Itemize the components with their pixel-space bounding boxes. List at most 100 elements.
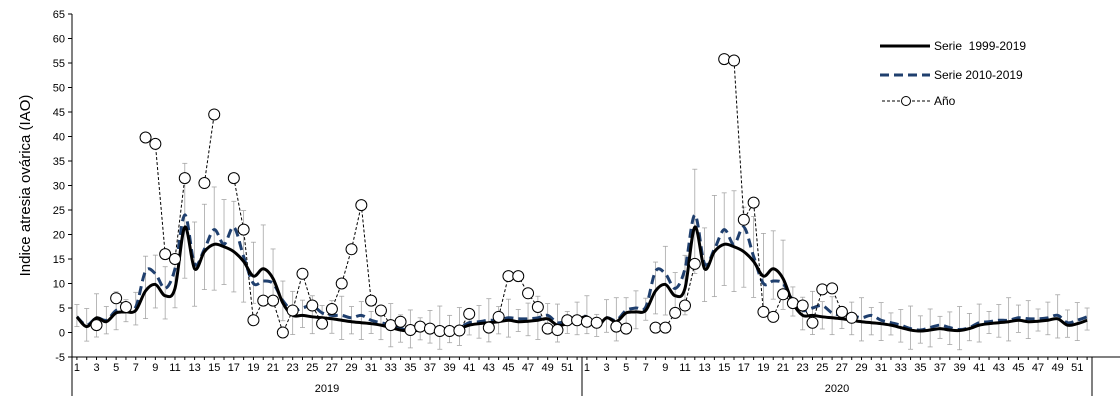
ano-point (522, 287, 535, 300)
ano-point (747, 196, 760, 209)
x-tick-label: 37 (424, 362, 436, 374)
x-tick-label: 1 (74, 362, 80, 374)
x-tick-label: 15 (208, 362, 220, 374)
x-tick-label: 23 (797, 362, 809, 374)
x-tick-label: 1 (584, 362, 590, 374)
x-tick-label: 3 (603, 362, 609, 374)
legend: Serie 1999-2019 Serie 2010-2019 Año (880, 39, 1026, 108)
ano-point (777, 288, 790, 301)
ano-point (237, 223, 250, 236)
x-tick-label: 29 (345, 362, 357, 374)
ano-point (198, 177, 211, 190)
y-tick-label: 40 (53, 132, 65, 144)
ano-point (551, 324, 564, 337)
legend-label-2010-2019: Serie 2010-2019 (934, 68, 1023, 82)
ano-point (355, 199, 368, 212)
y-tick-label: -5 (55, 352, 65, 364)
ano-point (845, 311, 858, 324)
legend-label-1999-2019: Serie 1999-2019 (934, 39, 1026, 53)
x-tick-label: 29 (855, 362, 867, 374)
y-tick-label: 25 (53, 205, 65, 217)
x-tick-label: 47 (1032, 362, 1044, 374)
x-tick-label: 21 (777, 362, 789, 374)
x-tick-label: 5 (623, 362, 629, 374)
ano-point (110, 292, 123, 305)
y-tick-label: 50 (53, 83, 65, 95)
ano-point (786, 297, 799, 310)
ano-point (767, 310, 780, 323)
y-tick-label: 60 (53, 34, 65, 46)
year-label: 2019 (315, 383, 339, 395)
x-tick-label: 21 (267, 362, 279, 374)
x-tick-label: 13 (188, 362, 200, 374)
legend-label-ano: Año (934, 94, 956, 108)
x-tick-label: 33 (385, 362, 397, 374)
ano-point (345, 243, 358, 256)
ano-point (678, 299, 691, 312)
ano-point (227, 172, 240, 185)
ano-point (580, 315, 593, 328)
ano-point (620, 322, 633, 335)
ano-point (610, 320, 623, 333)
x-tick-label: 11 (679, 362, 690, 374)
ano-point (571, 314, 584, 327)
x-tick-label: 49 (542, 362, 554, 374)
series-layer (75, 213, 1088, 333)
x-tick-label: 3 (93, 362, 99, 374)
x-tick-label: 31 (875, 362, 887, 374)
ano-point (492, 310, 505, 323)
ano-point (531, 301, 544, 314)
x-tick-label: 51 (561, 362, 573, 374)
ano-point (267, 294, 280, 307)
ano-point (806, 316, 819, 329)
ano-point (796, 299, 809, 312)
x-tick-label: 27 (836, 362, 848, 374)
x-tick-label: 7 (133, 362, 139, 374)
ano-point (335, 277, 348, 290)
y-tick-label: 65 (53, 9, 65, 21)
y-tick-label: 10 (53, 279, 65, 291)
x-tick-label: 9 (662, 362, 668, 374)
ano-point (365, 294, 378, 307)
x-tick-label: 45 (1012, 362, 1024, 374)
x-tick-label: 9 (152, 362, 158, 374)
ano-point (826, 282, 839, 295)
x-tick-label: 37 (934, 362, 946, 374)
x-tick-label: 23 (287, 362, 299, 374)
series-line-ano (203, 114, 215, 184)
ano-point (119, 301, 132, 314)
year-label: 2020 (825, 383, 849, 395)
legend-marker-ano (901, 96, 911, 106)
x-tick-label: 39 (953, 362, 965, 374)
x-tick-label: 43 (483, 362, 495, 374)
x-tick-label: 27 (326, 362, 338, 374)
y-axis-label: Indice atresia ovárica (IAO) (17, 95, 34, 277)
ano-point (512, 270, 525, 283)
x-tick-label: 33 (895, 362, 907, 374)
x-tick-label: 41 (463, 362, 475, 374)
ano-point (816, 283, 829, 296)
y-tick-label: 0 (59, 328, 65, 340)
x-tick-label: 39 (443, 362, 455, 374)
y-tick-label: 20 (53, 230, 65, 242)
y-tick-label: 30 (53, 181, 65, 193)
x-tick-label: 43 (993, 362, 1005, 374)
x-tick-label: 17 (228, 362, 240, 374)
ano-point (325, 302, 338, 315)
y-tick-label: 15 (53, 254, 65, 266)
ano-point (159, 248, 172, 261)
x-tick-label: 49 (1052, 362, 1064, 374)
ano-point (296, 267, 309, 280)
ano-point (659, 321, 672, 334)
x-tick-label: 13 (698, 362, 710, 374)
ano-point (139, 131, 152, 144)
series-line-1999-2019 (75, 225, 1088, 333)
ano-point (374, 304, 387, 317)
x-tick-label: 5 (113, 362, 119, 374)
y-tick-label: 55 (53, 58, 65, 70)
ano-point (757, 305, 770, 318)
ano-point (669, 306, 682, 319)
ano-point (737, 213, 750, 226)
series-line-2010-2019 (75, 213, 1088, 332)
ano-point (286, 304, 299, 317)
